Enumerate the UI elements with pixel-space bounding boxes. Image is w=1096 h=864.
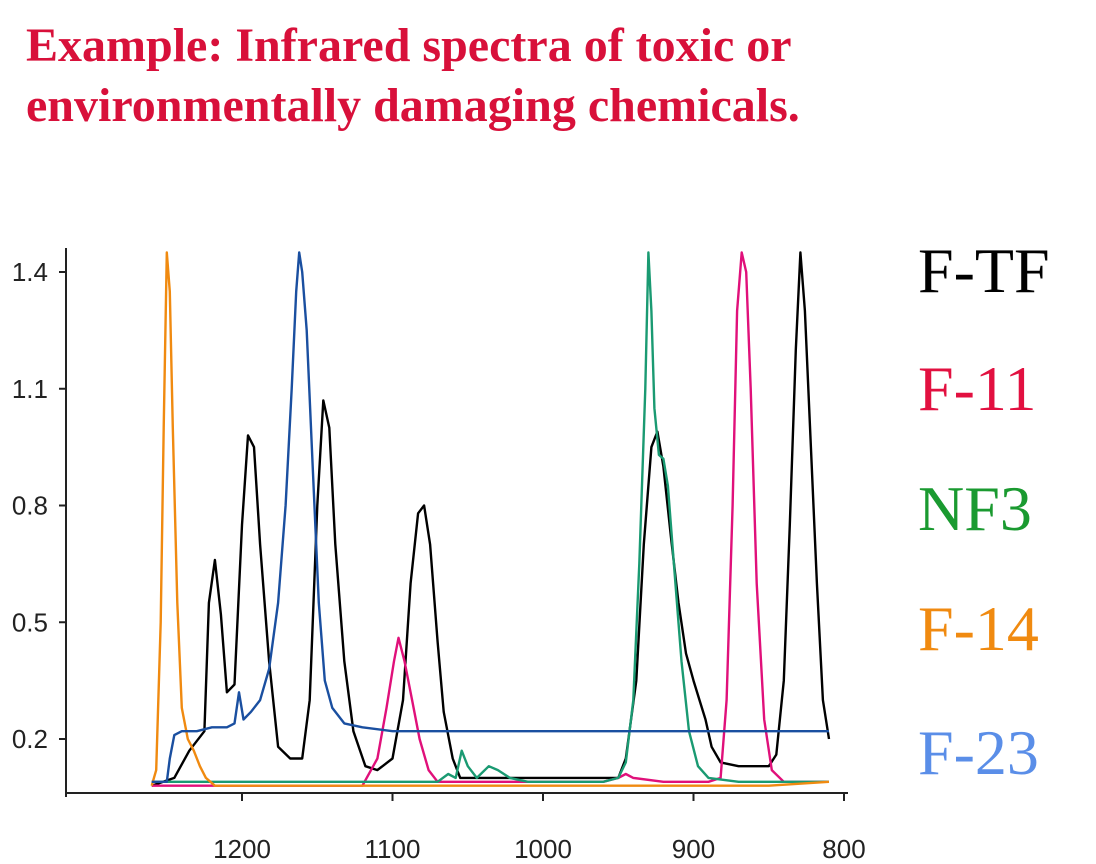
series-line-f-14	[150, 251, 830, 787]
chart-series	[150, 251, 831, 787]
y-tick-label: 0.8	[12, 491, 48, 521]
x-tick-label: 900	[672, 834, 715, 864]
legend-entry-nf3: NF3	[918, 473, 1032, 544]
legend-entry-f-11: F-11	[918, 353, 1037, 424]
legend-entry-f-14: F-14	[918, 593, 1039, 664]
chart-axes: 1.4 1.1 0.8 0.5 0.2 1200 1100 1000 900 800	[12, 248, 866, 864]
legend-entry-f-23: F-23	[918, 717, 1039, 788]
series-line-f-tf	[151, 251, 831, 787]
x-tick-label: 1100	[365, 834, 421, 864]
y-tick-label: 1.4	[12, 257, 48, 287]
y-tick-label: 0.5	[12, 607, 48, 637]
x-tick-label: 1000	[514, 834, 572, 864]
series-line-f-23	[151, 251, 829, 783]
y-tick-label: 1.1	[12, 374, 48, 404]
chart-title: Example: Infrared spectra of toxic or en…	[26, 16, 1026, 136]
legend-entry-f-tf: F-TF	[918, 235, 1050, 306]
y-tick-label: 0.2	[12, 724, 48, 754]
chart-title-line-1: Example: Infrared spectra of toxic or	[26, 19, 792, 72]
x-tick-label: 1200	[213, 834, 271, 864]
x-tick-label: 800	[822, 834, 865, 864]
series-line-nf3	[151, 251, 829, 783]
chart-title-line-2: environmentally damaging chemicals.	[26, 79, 800, 132]
series-line-f-11	[151, 251, 829, 787]
